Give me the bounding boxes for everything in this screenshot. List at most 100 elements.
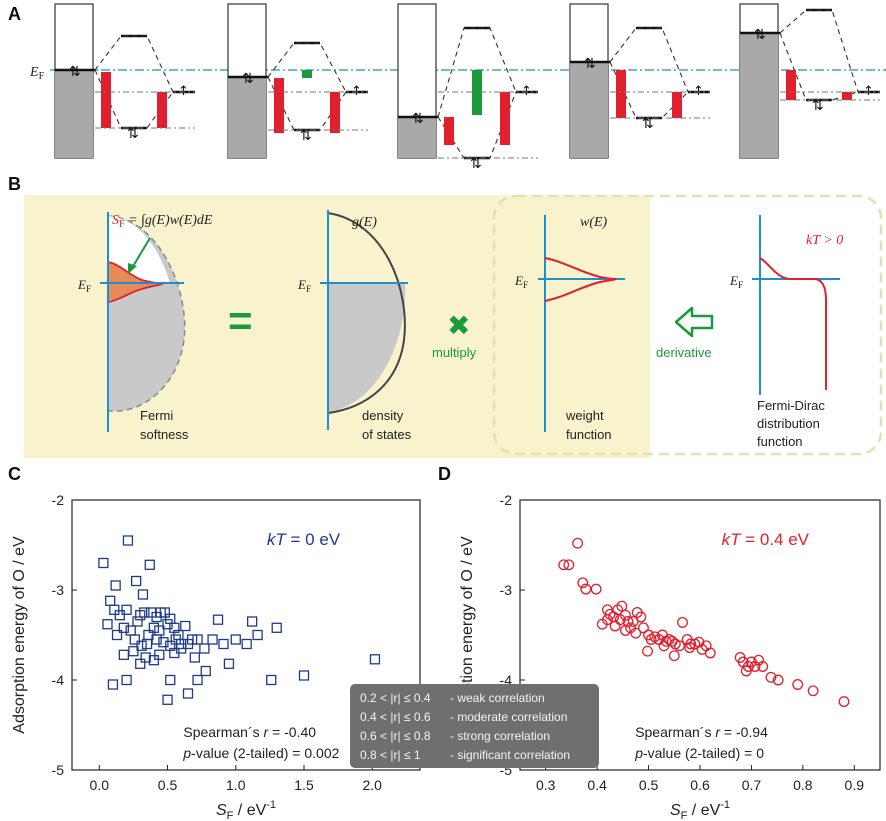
annot-part: -value (2-tailed) = 0 xyxy=(643,745,764,761)
data-point xyxy=(635,611,647,623)
panel-b-letter: B xyxy=(8,174,21,194)
derivative-label: derivative xyxy=(656,345,712,360)
data-point xyxy=(130,575,142,587)
formula-arrow xyxy=(131,237,151,269)
red-occupation-bar xyxy=(786,70,796,100)
data-point xyxy=(207,634,218,645)
y-tick-label: -5 xyxy=(52,762,65,778)
legend-desc: - moderate correlation xyxy=(450,710,568,724)
chart-c: 0.0 0.5 1.0 1.5 2.0 -2 -3 -4 -5 Adsorption energy… xyxy=(11,492,421,821)
x-label-sup: -1 xyxy=(266,799,276,811)
x-label-sup: -1 xyxy=(720,799,730,811)
data-point xyxy=(673,640,685,652)
x-label-unit: / eV xyxy=(687,802,720,819)
legend-range: 0.2 < |r| ≤ 0.4 xyxy=(360,691,431,705)
orbital-connector xyxy=(267,42,347,93)
red-occupation-bar xyxy=(274,78,284,133)
x-tick-label: 0.8 xyxy=(793,777,813,793)
green-occupation-bar xyxy=(302,70,312,78)
data-point xyxy=(749,661,761,672)
data-point xyxy=(158,637,169,648)
data-point xyxy=(151,634,162,645)
data-point xyxy=(807,685,819,697)
data-point xyxy=(154,649,165,660)
caption-fermi-softness-2: softness xyxy=(140,427,189,442)
y-tick-label: -2 xyxy=(500,492,513,508)
data-point xyxy=(740,665,752,677)
caption-fermi-softness-1: Fermi xyxy=(140,408,173,423)
x-tick-label: 0.9 xyxy=(845,777,865,793)
metal-band-filled xyxy=(228,77,266,158)
legend-range: 0.8 < |r| ≤ 1 xyxy=(360,748,421,762)
formula: SF = ∫g(E)w(E)dE xyxy=(112,213,213,230)
data-point xyxy=(105,595,116,606)
x-tick-label: 0.6 xyxy=(690,777,710,793)
annot-part: -value (2-tailed) = 0.002 xyxy=(191,745,339,761)
data-point xyxy=(162,619,173,630)
multiply-sign: ✖ xyxy=(447,309,470,342)
caption-weight-2: function xyxy=(566,427,612,442)
legend-desc: - weak correlation xyxy=(450,691,545,705)
panel-a-diagrams: EF ⇅⇅↑⇅⇅↑⇅⇅↑⇅⇅↑⇅⇅↑ xyxy=(29,3,886,172)
red-occupation-bar xyxy=(616,70,626,118)
red-occupation-bar xyxy=(157,92,167,128)
chart-d: 0.3 0.4 0.5 0.6 0.7 0.8 0.9-2-3-4-5Adsorption … xyxy=(459,492,881,821)
panel-a-letter: A xyxy=(8,4,21,24)
kt-label: kT > 0 xyxy=(806,233,843,248)
data-point xyxy=(616,600,628,612)
data-point xyxy=(114,610,125,621)
data-point xyxy=(139,607,150,618)
data-point xyxy=(200,665,211,677)
x-tick-label: 1.5 xyxy=(294,777,314,793)
data-point xyxy=(128,646,139,657)
x-tick-label: 0.5 xyxy=(639,777,659,793)
panel-b-ef-label-4: EF xyxy=(729,273,743,290)
data-point xyxy=(619,625,631,636)
correlation-legend: 0.2 < |r| ≤ 0.4 - weak correlation 0.4 < … xyxy=(350,684,599,768)
spin-arrows-icon: ⇅ xyxy=(127,126,139,142)
title-kt: kT xyxy=(267,530,288,549)
annot-part: = -0.40 xyxy=(268,724,316,740)
data-point xyxy=(246,616,258,627)
caption-dos-2: of states xyxy=(362,427,412,442)
spin-arrows-icon: ⇅ xyxy=(69,64,81,80)
orbital-connector xyxy=(779,9,859,93)
red-occupation-bar xyxy=(444,117,454,145)
orbital-connector xyxy=(94,35,174,93)
legend-range: 0.6 < |r| ≤ 0.8 xyxy=(360,729,431,743)
p-value-annotation: p-value (2-tailed) = 0.002 xyxy=(182,745,339,761)
data-point xyxy=(609,620,621,632)
x-label-sub: F xyxy=(681,810,688,821)
data-point xyxy=(677,616,688,628)
metal-band-filled xyxy=(740,33,778,158)
derivative-arrow xyxy=(674,306,714,338)
dos-curve xyxy=(327,212,406,414)
data-point xyxy=(590,583,602,595)
spearman-annotation: Spearman´s r = -0.94 xyxy=(635,724,768,740)
y-axis-label: Adsorption energy of O / eV xyxy=(11,536,28,734)
metal-band-filled xyxy=(55,70,93,158)
x-tick-label: 0.7 xyxy=(742,777,762,793)
annot-part: Spearman´s xyxy=(635,724,715,740)
legend-desc: - strong correlation xyxy=(450,729,551,743)
data-point xyxy=(107,679,119,690)
caption-dos-1: density xyxy=(362,408,404,423)
annot-part: = -0.94 xyxy=(720,724,768,740)
data-point xyxy=(170,634,181,645)
legend-row: 0.2 < |r| ≤ 0.4 - weak correlation xyxy=(350,689,599,708)
data-point xyxy=(121,604,132,615)
fermi-dirac-curve xyxy=(759,257,827,390)
data-point xyxy=(165,674,176,686)
data-point xyxy=(642,645,653,657)
data-point xyxy=(668,650,680,662)
data-point xyxy=(223,658,235,669)
x-label-sub: F xyxy=(227,810,234,821)
spearman-annotation: Spearman´s r = -0.40 xyxy=(183,724,316,740)
spin-arrows-icon: ⇅ xyxy=(812,98,824,114)
data-point xyxy=(132,616,143,627)
legend-range: 0.4 < |r| ≤ 0.6 xyxy=(360,710,431,724)
data-point xyxy=(558,559,570,571)
caption-fermi-dirac-1: Fermi-Dirac xyxy=(757,398,825,413)
legend-row: 0.4 < |r| ≤ 0.6 - moderate correlation xyxy=(350,708,599,727)
data-point xyxy=(98,557,109,569)
